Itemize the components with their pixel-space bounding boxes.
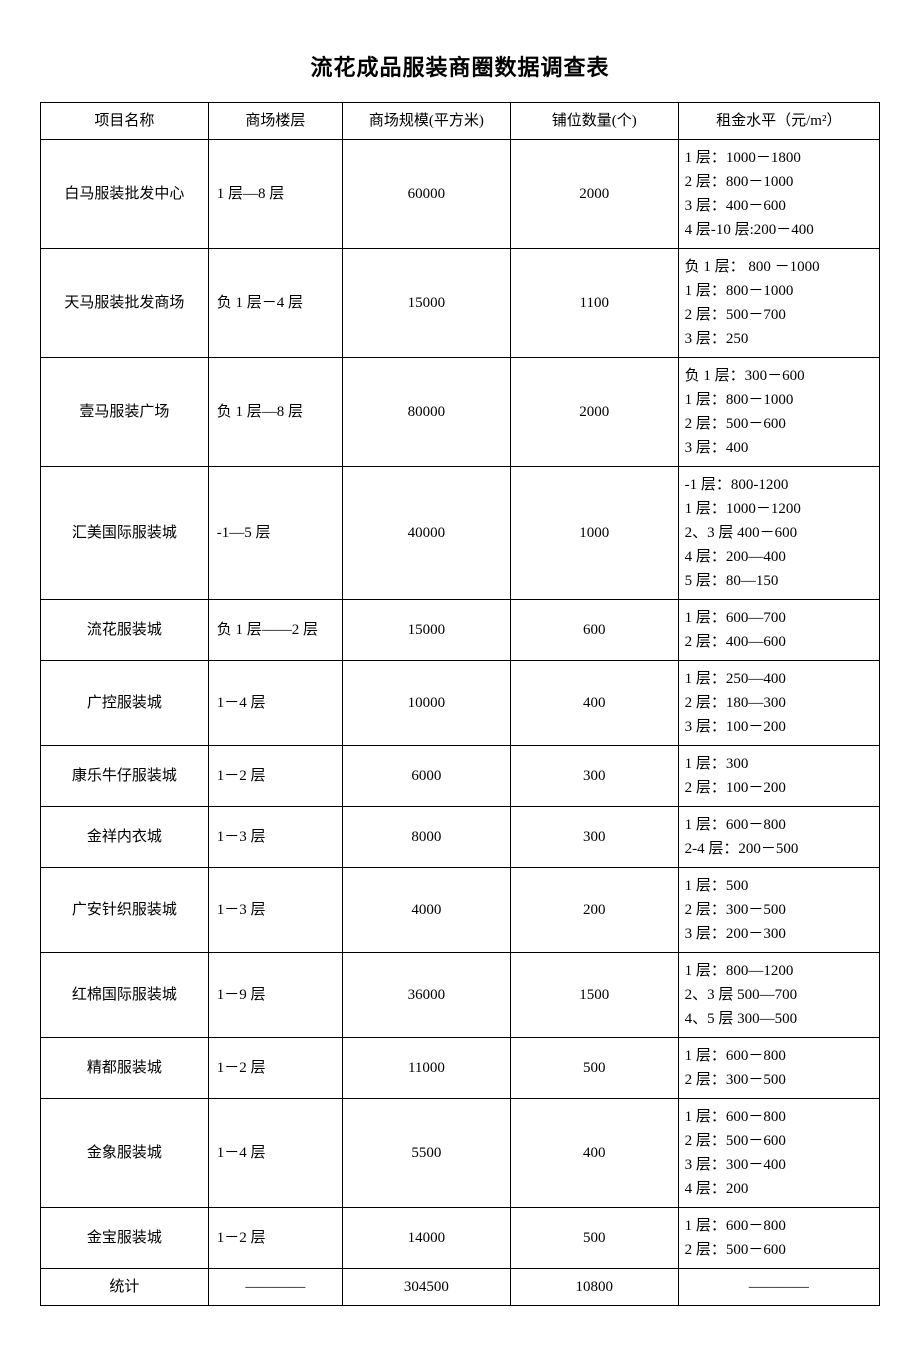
table-row: 精都服装城1－2 层110005001 层：600－800 2 层：300－50… xyxy=(41,1038,880,1099)
cell-floors: 1－2 层 xyxy=(208,1208,342,1269)
cell-rent: 1 层：600—700 2 层：400—600 xyxy=(678,600,879,661)
cell-units: 2000 xyxy=(510,358,678,467)
cell-rent: 1 层：300 2 层：100－200 xyxy=(678,746,879,807)
cell-units: 1000 xyxy=(510,467,678,600)
survey-table: 项目名称 商场楼层 商场规模(平方米) 铺位数量(个) 租金水平（元/m²） 白… xyxy=(40,102,880,1306)
cell-name: 精都服装城 xyxy=(41,1038,209,1099)
cell-name: 康乐牛仔服装城 xyxy=(41,746,209,807)
table-row: 广控服装城1－4 层100004001 层：250—400 2 层：180—30… xyxy=(41,661,880,746)
cell-scale: 15000 xyxy=(343,600,511,661)
page-title: 流花成品服装商圈数据调查表 xyxy=(40,50,880,82)
cell-units: 500 xyxy=(510,1038,678,1099)
cell-name: 壹马服装广场 xyxy=(41,358,209,467)
table-row: 康乐牛仔服装城1－2 层60003001 层：300 2 层：100－200 xyxy=(41,746,880,807)
cell-rent: 1 层：250—400 2 层：180—300 3 层：100－200 xyxy=(678,661,879,746)
cell-units: 400 xyxy=(510,661,678,746)
table-row: 天马服装批发商场负 1 层－4 层150001100负 1 层： 800 －10… xyxy=(41,249,880,358)
col-units: 铺位数量(个) xyxy=(510,103,678,140)
cell-name: 流花服装城 xyxy=(41,600,209,661)
cell-name: 白马服装批发中心 xyxy=(41,140,209,249)
cell-units: 300 xyxy=(510,746,678,807)
cell-rent: 1 层：500 2 层：300－500 3 层：200－300 xyxy=(678,868,879,953)
cell-floors: 负 1 层—8 层 xyxy=(208,358,342,467)
col-rent: 租金水平（元/m²） xyxy=(678,103,879,140)
table-row: 广安针织服装城1－3 层40002001 层：500 2 层：300－500 3… xyxy=(41,868,880,953)
total-label: 统计 xyxy=(41,1269,209,1306)
table-row: 金宝服装城1－2 层140005001 层：600－800 2 层：500－60… xyxy=(41,1208,880,1269)
cell-name: 红棉国际服装城 xyxy=(41,953,209,1038)
table-header-row: 项目名称 商场楼层 商场规模(平方米) 铺位数量(个) 租金水平（元/m²） xyxy=(41,103,880,140)
cell-floors: 1－2 层 xyxy=(208,746,342,807)
cell-scale: 80000 xyxy=(343,358,511,467)
cell-scale: 15000 xyxy=(343,249,511,358)
cell-scale: 36000 xyxy=(343,953,511,1038)
table-row: 红棉国际服装城1－9 层3600015001 层：800—1200 2、3 层 … xyxy=(41,953,880,1038)
cell-rent: 1 层：1000－1800 2 层：800－1000 3 层：400－600 4… xyxy=(678,140,879,249)
cell-units: 600 xyxy=(510,600,678,661)
cell-floors: 1－9 层 xyxy=(208,953,342,1038)
cell-units: 2000 xyxy=(510,140,678,249)
cell-name: 金象服装城 xyxy=(41,1099,209,1208)
cell-rent: 1 层：600－800 2 层：300－500 xyxy=(678,1038,879,1099)
cell-name: 汇美国际服装城 xyxy=(41,467,209,600)
cell-scale: 11000 xyxy=(343,1038,511,1099)
cell-scale: 60000 xyxy=(343,140,511,249)
table-row: 金祥内衣城1－3 层80003001 层：600－800 2-4 层：200－5… xyxy=(41,807,880,868)
cell-floors: 负 1 层－4 层 xyxy=(208,249,342,358)
table-total-row: 统计————30450010800———— xyxy=(41,1269,880,1306)
total-floors: ———— xyxy=(208,1269,342,1306)
cell-scale: 14000 xyxy=(343,1208,511,1269)
cell-floors: 1－2 层 xyxy=(208,1038,342,1099)
cell-units: 1500 xyxy=(510,953,678,1038)
cell-units: 200 xyxy=(510,868,678,953)
table-row: 汇美国际服装城-1—5 层400001000-1 层：800-1200 1 层：… xyxy=(41,467,880,600)
cell-rent: 1 层：600－800 2-4 层：200－500 xyxy=(678,807,879,868)
cell-floors: 1－4 层 xyxy=(208,1099,342,1208)
total-scale: 304500 xyxy=(343,1269,511,1306)
cell-rent: -1 层：800-1200 1 层：1000－1200 2、3 层 400－60… xyxy=(678,467,879,600)
cell-name: 金祥内衣城 xyxy=(41,807,209,868)
cell-scale: 10000 xyxy=(343,661,511,746)
cell-rent: 1 层：800—1200 2、3 层 500—700 4、5 层 300—500 xyxy=(678,953,879,1038)
col-scale: 商场规模(平方米) xyxy=(343,103,511,140)
cell-units: 500 xyxy=(510,1208,678,1269)
cell-scale: 4000 xyxy=(343,868,511,953)
total-units: 10800 xyxy=(510,1269,678,1306)
total-rent: ———— xyxy=(678,1269,879,1306)
cell-name: 广安针织服装城 xyxy=(41,868,209,953)
cell-units: 400 xyxy=(510,1099,678,1208)
cell-scale: 6000 xyxy=(343,746,511,807)
cell-scale: 8000 xyxy=(343,807,511,868)
cell-floors: -1—5 层 xyxy=(208,467,342,600)
cell-scale: 5500 xyxy=(343,1099,511,1208)
table-row: 流花服装城负 1 层——2 层150006001 层：600—700 2 层：4… xyxy=(41,600,880,661)
cell-scale: 40000 xyxy=(343,467,511,600)
cell-floors: 1 层—8 层 xyxy=(208,140,342,249)
table-row: 壹马服装广场负 1 层—8 层800002000负 1 层：300－600 1 … xyxy=(41,358,880,467)
cell-units: 300 xyxy=(510,807,678,868)
cell-floors: 1－3 层 xyxy=(208,868,342,953)
cell-units: 1100 xyxy=(510,249,678,358)
cell-name: 天马服装批发商场 xyxy=(41,249,209,358)
cell-floors: 1－3 层 xyxy=(208,807,342,868)
col-floors: 商场楼层 xyxy=(208,103,342,140)
cell-name: 金宝服装城 xyxy=(41,1208,209,1269)
cell-rent: 负 1 层： 800 －1000 1 层：800－1000 2 层：500－70… xyxy=(678,249,879,358)
col-name: 项目名称 xyxy=(41,103,209,140)
cell-floors: 1－4 层 xyxy=(208,661,342,746)
cell-rent: 负 1 层：300－600 1 层：800－1000 2 层：500－600 3… xyxy=(678,358,879,467)
cell-rent: 1 层：600－800 2 层：500－600 3 层：300－400 4 层：… xyxy=(678,1099,879,1208)
table-row: 金象服装城1－4 层55004001 层：600－800 2 层：500－600… xyxy=(41,1099,880,1208)
table-row: 白马服装批发中心1 层—8 层6000020001 层：1000－1800 2 … xyxy=(41,140,880,249)
cell-name: 广控服装城 xyxy=(41,661,209,746)
cell-floors: 负 1 层——2 层 xyxy=(208,600,342,661)
cell-rent: 1 层：600－800 2 层：500－600 xyxy=(678,1208,879,1269)
